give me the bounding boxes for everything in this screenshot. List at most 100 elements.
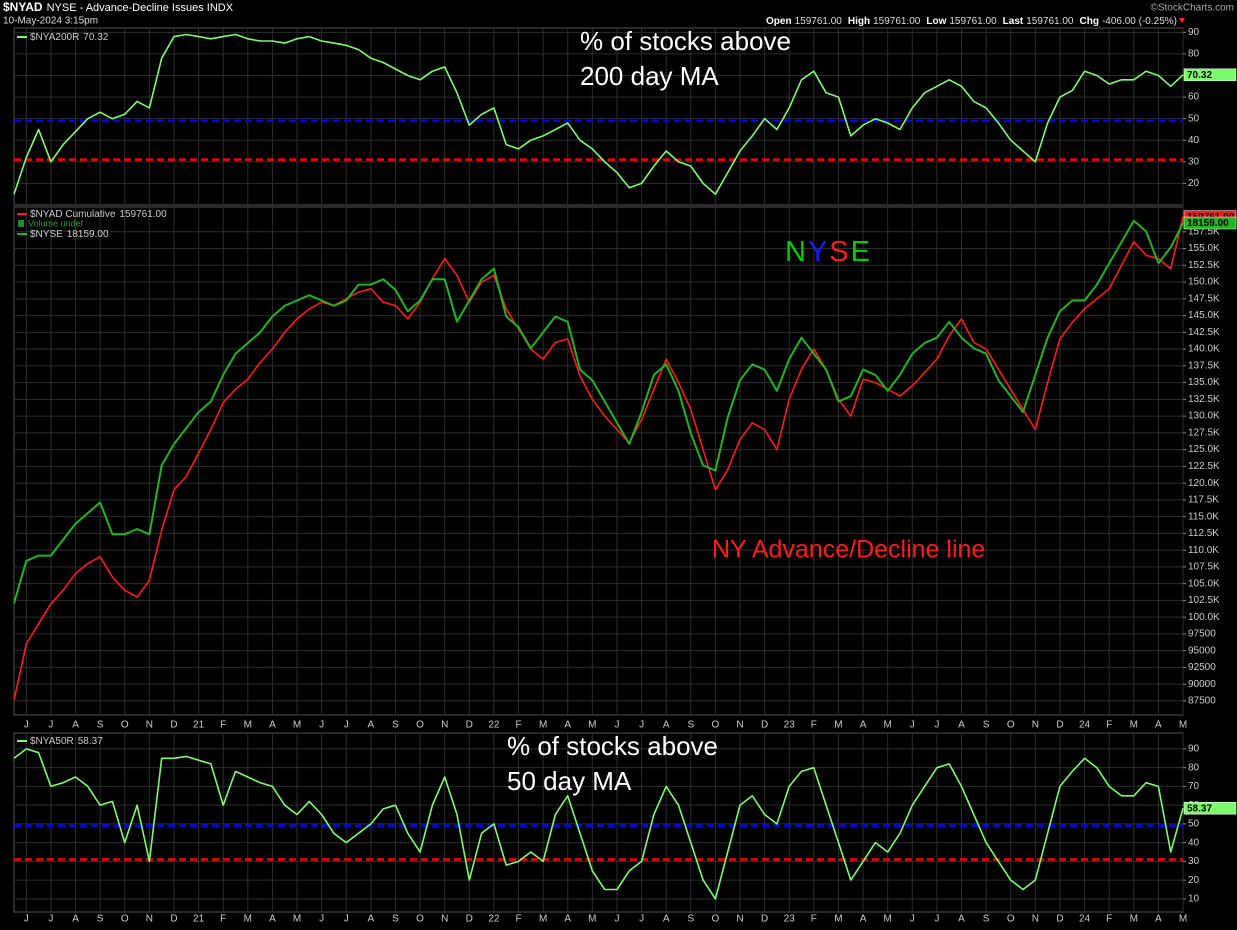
- legend-value: 18159.00: [67, 229, 109, 240]
- y-tick-label: 70: [1188, 781, 1200, 792]
- x-tick-label: 23: [784, 720, 796, 731]
- panel: [13, 27, 1184, 206]
- x-tick-label: 21: [193, 914, 205, 925]
- y-tick-label: 90: [1188, 744, 1200, 755]
- x-tick-label: A: [564, 720, 571, 731]
- x-tick-label: M: [244, 914, 252, 925]
- y-tick-label: 135.0K: [1188, 377, 1220, 388]
- x-tick-label: F: [220, 914, 226, 925]
- x-tick-label: M: [588, 914, 596, 925]
- x-tick-label: J: [934, 914, 939, 925]
- x-tick-label: J: [639, 720, 644, 731]
- x-tick-label: S: [983, 914, 990, 925]
- legend-entry: $NYA50R 58.37: [30, 736, 103, 747]
- legend-entry: $NYAD Cumulative 159761.00: [30, 209, 167, 220]
- x-tick-label: A: [1155, 914, 1162, 925]
- x-tick-label: N: [736, 720, 743, 731]
- x-tick-label: S: [687, 914, 694, 925]
- x-tick-label: A: [269, 720, 276, 731]
- x-tick-label: O: [416, 914, 424, 925]
- value-tag: [1183, 216, 1237, 230]
- x-tick-label: F: [811, 720, 817, 731]
- quote-value: 159761.00: [795, 16, 843, 27]
- x-tick-label: J: [48, 914, 53, 925]
- x-tick-label: D: [466, 914, 473, 925]
- series-line: [13, 748, 1184, 900]
- x-tick-label: A: [860, 720, 867, 731]
- x-tick-label: A: [958, 720, 965, 731]
- y-tick-label: 95000: [1188, 645, 1216, 656]
- x-tick-label: J: [24, 720, 29, 731]
- legend-name: $NYA50R: [30, 736, 74, 747]
- annotation: % of stocks above: [507, 731, 718, 761]
- x-tick-label: D: [1056, 914, 1063, 925]
- x-tick-label: N: [1032, 914, 1039, 925]
- x-tick-label: A: [663, 720, 670, 731]
- x-tick-label: O: [121, 914, 129, 925]
- legend-swatch: [18, 220, 24, 227]
- annotation-part: E: [851, 236, 872, 268]
- y-tick-label: 30: [1188, 156, 1200, 167]
- x-tick-label: J: [614, 914, 619, 925]
- x-tick-label: D: [761, 720, 768, 731]
- annotation: NYSE: [785, 236, 872, 268]
- y-tick-label: 155.0K: [1188, 243, 1220, 254]
- x-tick-label: F: [515, 914, 521, 925]
- x-tick-label: A: [72, 720, 79, 731]
- quote-value: 159761.00: [1026, 16, 1074, 27]
- y-tick-label: 90: [1188, 27, 1200, 38]
- x-tick-label: A: [269, 914, 276, 925]
- x-tick-label: A: [368, 720, 375, 731]
- y-tick-label: 147.5K: [1188, 293, 1220, 304]
- legend-value: 70.32: [83, 32, 108, 43]
- x-tick-label: A: [72, 914, 79, 925]
- quote-value: 159761.00: [949, 16, 997, 27]
- quote-label: Open: [766, 16, 792, 27]
- y-tick-label: 125.0K: [1188, 444, 1220, 455]
- x-tick-label: N: [146, 720, 153, 731]
- y-tick-label: 92500: [1188, 662, 1216, 673]
- x-tick-label: M: [244, 720, 252, 731]
- y-tick-label: 10: [1188, 894, 1200, 905]
- x-tick-label: J: [910, 720, 915, 731]
- x-tick-label: F: [1106, 914, 1112, 925]
- x-tick-label: S: [392, 914, 399, 925]
- y-tick-label: 110.0K: [1188, 545, 1219, 556]
- x-tick-label: S: [983, 720, 990, 731]
- legend-name: $NYSE: [30, 229, 63, 240]
- x-tick-label: 24: [1079, 914, 1091, 925]
- y-tick-label: 90000: [1188, 679, 1216, 690]
- legend-name: $NYAD Cumulative: [30, 209, 116, 220]
- annotation-part: N: [785, 236, 808, 268]
- x-tick-label: O: [712, 914, 720, 925]
- legend-name: $NYA200R: [30, 32, 79, 43]
- header-line: $NYAD NYSE - Advance-Decline Issues INDX: [3, 0, 234, 14]
- x-tick-label: 23: [784, 914, 796, 925]
- x-tick-label: 21: [193, 720, 205, 731]
- x-tick-label: S: [97, 720, 104, 731]
- x-tick-label: J: [614, 720, 619, 731]
- x-tick-label: M: [884, 914, 892, 925]
- y-tick-label: 157.5K: [1188, 226, 1220, 237]
- x-tick-label: M: [588, 720, 596, 731]
- x-tick-label: D: [1056, 720, 1063, 731]
- annotation: NY Advance/Decline line: [712, 536, 985, 564]
- x-tick-label: M: [1179, 720, 1187, 731]
- legend-entry: Volume undef: [28, 218, 84, 228]
- y-tick-label: 102.5K: [1188, 595, 1220, 606]
- y-tick-label: 122.5K: [1188, 461, 1220, 472]
- y-tick-label: 20: [1188, 875, 1200, 886]
- y-tick-label: 107.5K: [1188, 562, 1220, 573]
- y-tick-label: 20: [1188, 178, 1200, 189]
- x-tick-label: 24: [1079, 720, 1091, 731]
- x-tick-label: M: [884, 720, 892, 731]
- y-tick-label: 40: [1188, 135, 1200, 146]
- x-tick-label: F: [515, 720, 521, 731]
- series-line: [13, 33, 1184, 195]
- x-tick-label: M: [293, 720, 301, 731]
- y-tick-label: 142.5K: [1188, 327, 1220, 338]
- y-tick-label: 97500: [1188, 629, 1216, 640]
- quote-label: Low: [926, 16, 946, 27]
- x-tick-label: J: [934, 720, 939, 731]
- x-tick-label: N: [1032, 720, 1039, 731]
